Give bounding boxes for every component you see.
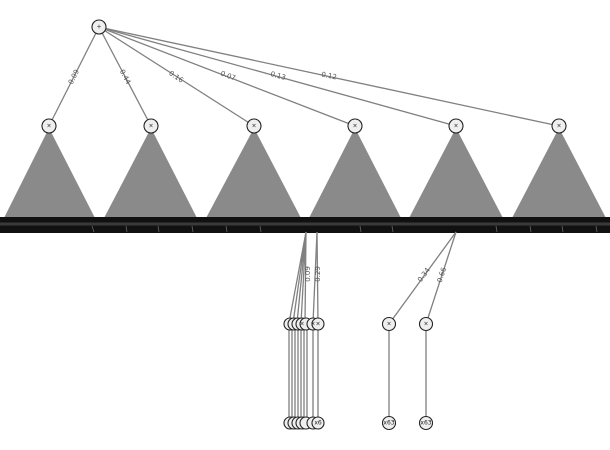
branch-product-node-1 — [381, 316, 397, 332]
right-branch: 0.34 0.66 × × x63 x63 — [381, 231, 457, 431]
product-node-3 — [246, 118, 262, 134]
product-nodes: × × × × × × — [41, 118, 567, 134]
root-edge — [98, 26, 560, 127]
band-tick — [391, 225, 394, 233]
band-tick — [561, 225, 564, 233]
edge-weight-2: 0.44 — [118, 68, 133, 86]
cluster-edge — [288, 231, 307, 324]
band-tick — [157, 225, 160, 233]
product-node-4 — [347, 118, 363, 134]
root-edge — [98, 26, 152, 127]
root-node-circle — [91, 19, 107, 35]
subtree-fans — [3, 128, 607, 220]
cluster-edge — [312, 231, 318, 324]
product-node-1 — [41, 118, 57, 134]
subtree-fan — [205, 128, 302, 220]
middle-cluster: 0.09 0.29 × × × x6 — [283, 231, 325, 430]
band-tick — [595, 225, 598, 233]
product-node-label-5: × — [453, 123, 458, 130]
cluster-edge — [304, 231, 307, 324]
band-tick — [259, 225, 262, 233]
product-node-2 — [143, 118, 159, 134]
cluster-weight-1: 0.09 — [304, 266, 312, 282]
cluster-product-label: × — [315, 321, 320, 328]
subtree-fan — [3, 128, 96, 220]
branch-edge — [425, 231, 457, 325]
branch-weight-2: 0.66 — [436, 266, 449, 284]
product-node-label-1: × — [46, 123, 51, 130]
band-tick — [91, 225, 95, 233]
cluster-leaf-label: x6 — [314, 420, 322, 427]
cluster-product-label: × — [299, 321, 304, 328]
subtree-fan — [308, 128, 402, 220]
branch-leaf-node-2 — [418, 415, 434, 431]
branch-product-node-2 — [418, 316, 434, 332]
edge-weight-1: 0.09 — [67, 68, 81, 86]
subtree-fan — [408, 128, 504, 220]
edge-weight-6: 0.12 — [321, 71, 338, 82]
product-node-label-4: × — [352, 123, 357, 130]
branch-leaf-label-2: x63 — [420, 420, 431, 427]
cluster-leaf-node — [311, 416, 325, 430]
product-node-label-2: × — [148, 123, 153, 130]
leaf-band-gap — [0, 222, 610, 226]
edge-weight-4: 0.07 — [219, 69, 236, 82]
edge-weight-3: 0.16 — [167, 69, 185, 84]
subtree-fan — [103, 128, 198, 220]
cluster-product-label: × — [310, 321, 315, 328]
band-tick — [529, 225, 532, 233]
band-tick — [225, 225, 228, 233]
subtree-fan — [511, 128, 607, 220]
band-tick — [495, 225, 498, 233]
root-edge-weights: 0.09 0.44 0.16 0.07 0.13 0.12 — [67, 68, 338, 86]
product-node-5 — [448, 118, 464, 134]
branch-product-label-1: × — [386, 321, 391, 328]
leaf-band — [0, 217, 610, 233]
root-node-label: + — [96, 24, 101, 31]
root-edges — [48, 26, 560, 127]
branch-leaf-label-1: x63 — [383, 420, 394, 427]
cluster-product-node — [311, 317, 325, 331]
product-node-6 — [551, 118, 567, 134]
cluster-edge — [296, 231, 307, 324]
root-edge — [98, 26, 255, 127]
cluster-edge — [292, 231, 307, 324]
root-edge — [48, 26, 100, 127]
branch-edge — [388, 231, 457, 325]
product-node-label-6: × — [556, 123, 561, 130]
branch-product-label-2: × — [423, 321, 428, 328]
branch-leaf-node-1 — [381, 415, 397, 431]
edge-weight-5: 0.13 — [269, 70, 286, 82]
product-node-label-3: × — [251, 123, 256, 130]
root-edge — [98, 26, 356, 127]
root-edge — [98, 26, 457, 127]
band-tick — [125, 225, 128, 233]
root-node: + — [91, 19, 107, 35]
band-tick — [359, 225, 362, 233]
cluster-edge — [316, 231, 319, 324]
band-tick — [191, 225, 194, 233]
cluster-weight-2: 0.29 — [314, 266, 322, 282]
cluster-edge — [300, 231, 307, 324]
